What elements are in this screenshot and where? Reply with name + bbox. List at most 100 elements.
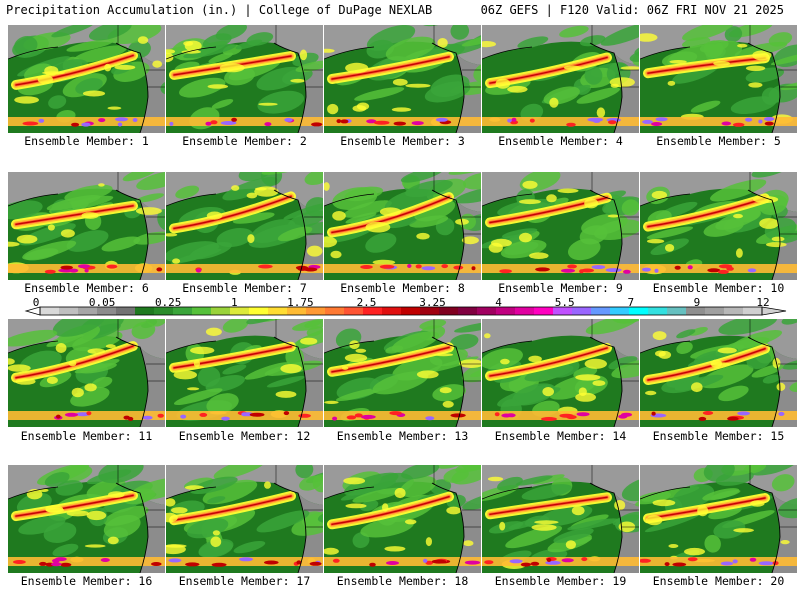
ensemble-member-label: Ensemble Member: 20: [652, 574, 785, 588]
colorbar-tick-label: 2.5: [356, 296, 377, 309]
colorbar-swatch: [401, 307, 421, 315]
ensemble-member-label: Ensemble Member: 18: [336, 574, 469, 588]
ensemble-member-map: [324, 25, 481, 133]
colorbar-tick-label: 3.25: [419, 296, 446, 309]
ensemble-member-label: Ensemble Member: 1: [24, 134, 149, 148]
colorbar-swatch: [78, 307, 98, 315]
colorbar-swatch: [135, 307, 155, 315]
ensemble-member-map: [8, 465, 165, 573]
colorbar-swatch: [515, 307, 535, 315]
ensemble-member-map: [482, 172, 639, 280]
precip-map-graphic: [8, 172, 165, 280]
ensemble-member-label: Ensemble Member: 4: [498, 134, 623, 148]
colorbar-swatch: [230, 307, 250, 315]
precip-map-graphic: [166, 319, 323, 427]
precip-map-graphic: [324, 172, 481, 280]
colorbar-swatch: [496, 307, 516, 315]
ensemble-member-map: [482, 25, 639, 133]
ensemble-member-map: [166, 319, 323, 427]
colorbar-swatch: [572, 307, 592, 315]
colorbar-tick-label: 5.5: [554, 296, 575, 309]
ensemble-member-map: [482, 465, 639, 573]
precip-map-graphic: [640, 172, 797, 280]
ensemble-member-map: [324, 465, 481, 573]
precip-map-graphic: [324, 25, 481, 133]
ensemble-member-label: Ensemble Member: 15: [652, 429, 785, 443]
ensemble-member-label: Ensemble Member: 16: [20, 574, 153, 588]
colorbar-tick-label: 12: [756, 296, 770, 309]
ensemble-member-map: [482, 319, 639, 427]
colorbar-swatch: [724, 307, 744, 315]
ensemble-member-label: Ensemble Member: 2: [182, 134, 307, 148]
ensemble-member-label: Ensemble Member: 12: [178, 429, 311, 443]
colorbar-swatch: [211, 307, 231, 315]
ensemble-member-map: [324, 172, 481, 280]
colorbar-swatch: [363, 307, 383, 315]
colorbar-swatch: [420, 307, 440, 315]
colorbar-swatch: [439, 307, 459, 315]
colorbar-swatch: [40, 307, 60, 315]
precip-map-graphic: [640, 465, 797, 573]
precip-map-graphic: [482, 319, 639, 427]
colorbar-swatch: [97, 307, 117, 315]
ensemble-member-label: Ensemble Member: 3: [340, 134, 465, 148]
ensemble-member-label: Ensemble Member: 17: [178, 574, 311, 588]
ensemble-member-map: [8, 319, 165, 427]
ensemble-member-label: Ensemble Member: 19: [494, 574, 627, 588]
model-run-info: 06Z GEFS | F120 Valid: 06Z FRI NOV 21 20…: [480, 3, 784, 17]
ensemble-member-map: [166, 172, 323, 280]
colorbar-swatch: [116, 307, 136, 315]
colorbar-tick-label: 1: [230, 296, 238, 309]
ensemble-member-label: Ensemble Member: 5: [656, 134, 781, 148]
precip-map-graphic: [482, 25, 639, 133]
colorbar-swatch: [59, 307, 79, 315]
ensemble-member-label: Ensemble Member: 10: [652, 281, 785, 295]
ensemble-member-map: [640, 319, 797, 427]
colorbar-swatch: [743, 307, 763, 315]
precip-map-graphic: [166, 25, 323, 133]
ensemble-member-label: Ensemble Member: 6: [24, 281, 149, 295]
ensemble-member-label: Ensemble Member: 13: [336, 429, 469, 443]
colorbar-swatch: [268, 307, 288, 315]
precip-map-graphic: [640, 25, 797, 133]
ensemble-member-label: Ensemble Member: 7: [182, 281, 307, 295]
colorbar-swatch: [382, 307, 402, 315]
colorbar-swatch: [287, 307, 307, 315]
colorbar-tick-label: 0.25: [154, 296, 182, 309]
colorbar-swatch: [553, 307, 573, 315]
colorbar-swatch: [534, 307, 554, 315]
precip-map-graphic: [482, 465, 639, 573]
ensemble-member-label: Ensemble Member: 9: [498, 281, 623, 295]
precip-map-graphic: [8, 465, 165, 573]
ensemble-member-map: [8, 25, 165, 133]
precip-colorbar: [24, 306, 787, 316]
precip-map-graphic: [8, 319, 165, 427]
ensemble-member-label: Ensemble Member: 14: [494, 429, 627, 443]
colorbar-swatch: [477, 307, 497, 315]
ensemble-member-label: Ensemble Member: 8: [340, 281, 465, 295]
colorbar-swatch: [458, 307, 478, 315]
ensemble-member-map: [640, 172, 797, 280]
colorbar-swatch: [249, 307, 269, 315]
ensemble-member-map: [166, 465, 323, 573]
colorbar-swatch: [629, 307, 649, 315]
precip-map-graphic: [166, 172, 323, 280]
colorbar-swatch: [173, 307, 193, 315]
colorbar-swatch: [610, 307, 630, 315]
colorbar-swatch: [648, 307, 668, 315]
colorbar-swatch: [705, 307, 725, 315]
precip-map-graphic: [166, 465, 323, 573]
chart-title: Precipitation Accumulation (in.) | Colle…: [6, 3, 433, 17]
ensemble-member-map: [324, 319, 481, 427]
colorbar-tick-label: 0.05: [88, 296, 116, 309]
colorbar-swatch: [325, 307, 345, 315]
colorbar-outline: [39, 306, 763, 316]
colorbar-swatch: [154, 307, 174, 315]
ensemble-member-label: Ensemble Member: 11: [20, 429, 153, 443]
colorbar-tick-label: 1.75: [287, 296, 314, 309]
colorbar-tick-label: 0: [32, 296, 40, 309]
precip-map-graphic: [640, 319, 797, 427]
ensemble-member-map: [640, 25, 797, 133]
colorbar-tick-label: 7: [627, 296, 635, 309]
ensemble-member-map: [166, 25, 323, 133]
